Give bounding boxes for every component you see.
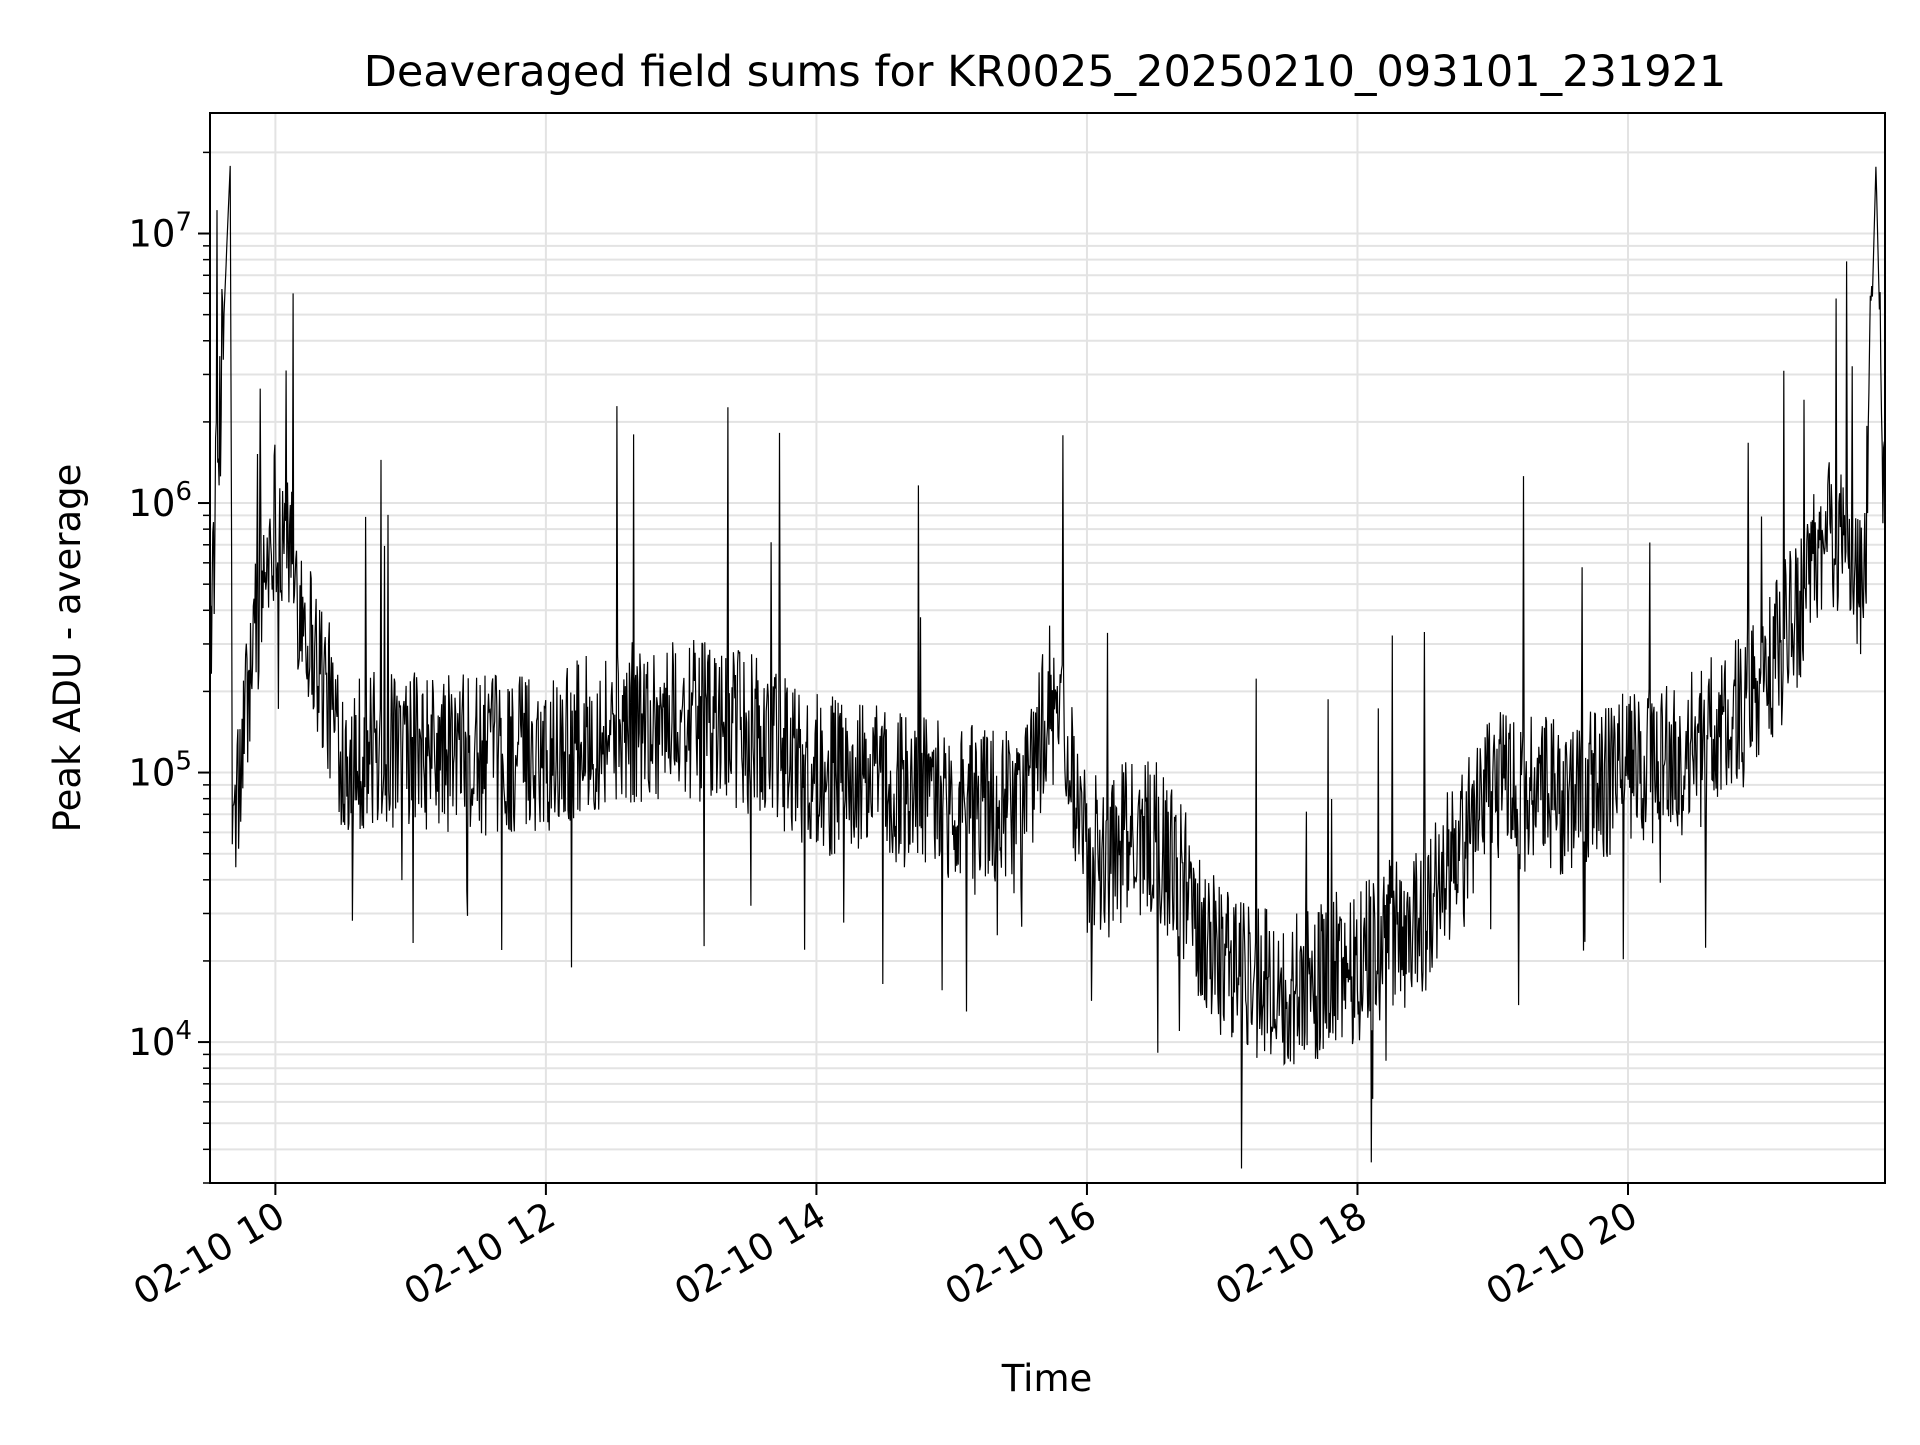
grid-layer — [210, 113, 1885, 1184]
data-layer — [209, 165, 1886, 1169]
y-tick-label: 107 — [128, 208, 192, 256]
y-tick-label: 104 — [128, 1016, 192, 1064]
y-tick-label: 105 — [128, 747, 192, 795]
plot-frame — [209, 112, 1886, 1184]
x-axis-label: Time — [1001, 1357, 1093, 1400]
y-axis-label: Peak ADU - average — [46, 464, 89, 833]
y-tick-label: 106 — [128, 477, 192, 525]
series-line — [209, 165, 1886, 1169]
chart-title: Deaveraged field sums for KR0025_2025021… — [364, 47, 1727, 97]
